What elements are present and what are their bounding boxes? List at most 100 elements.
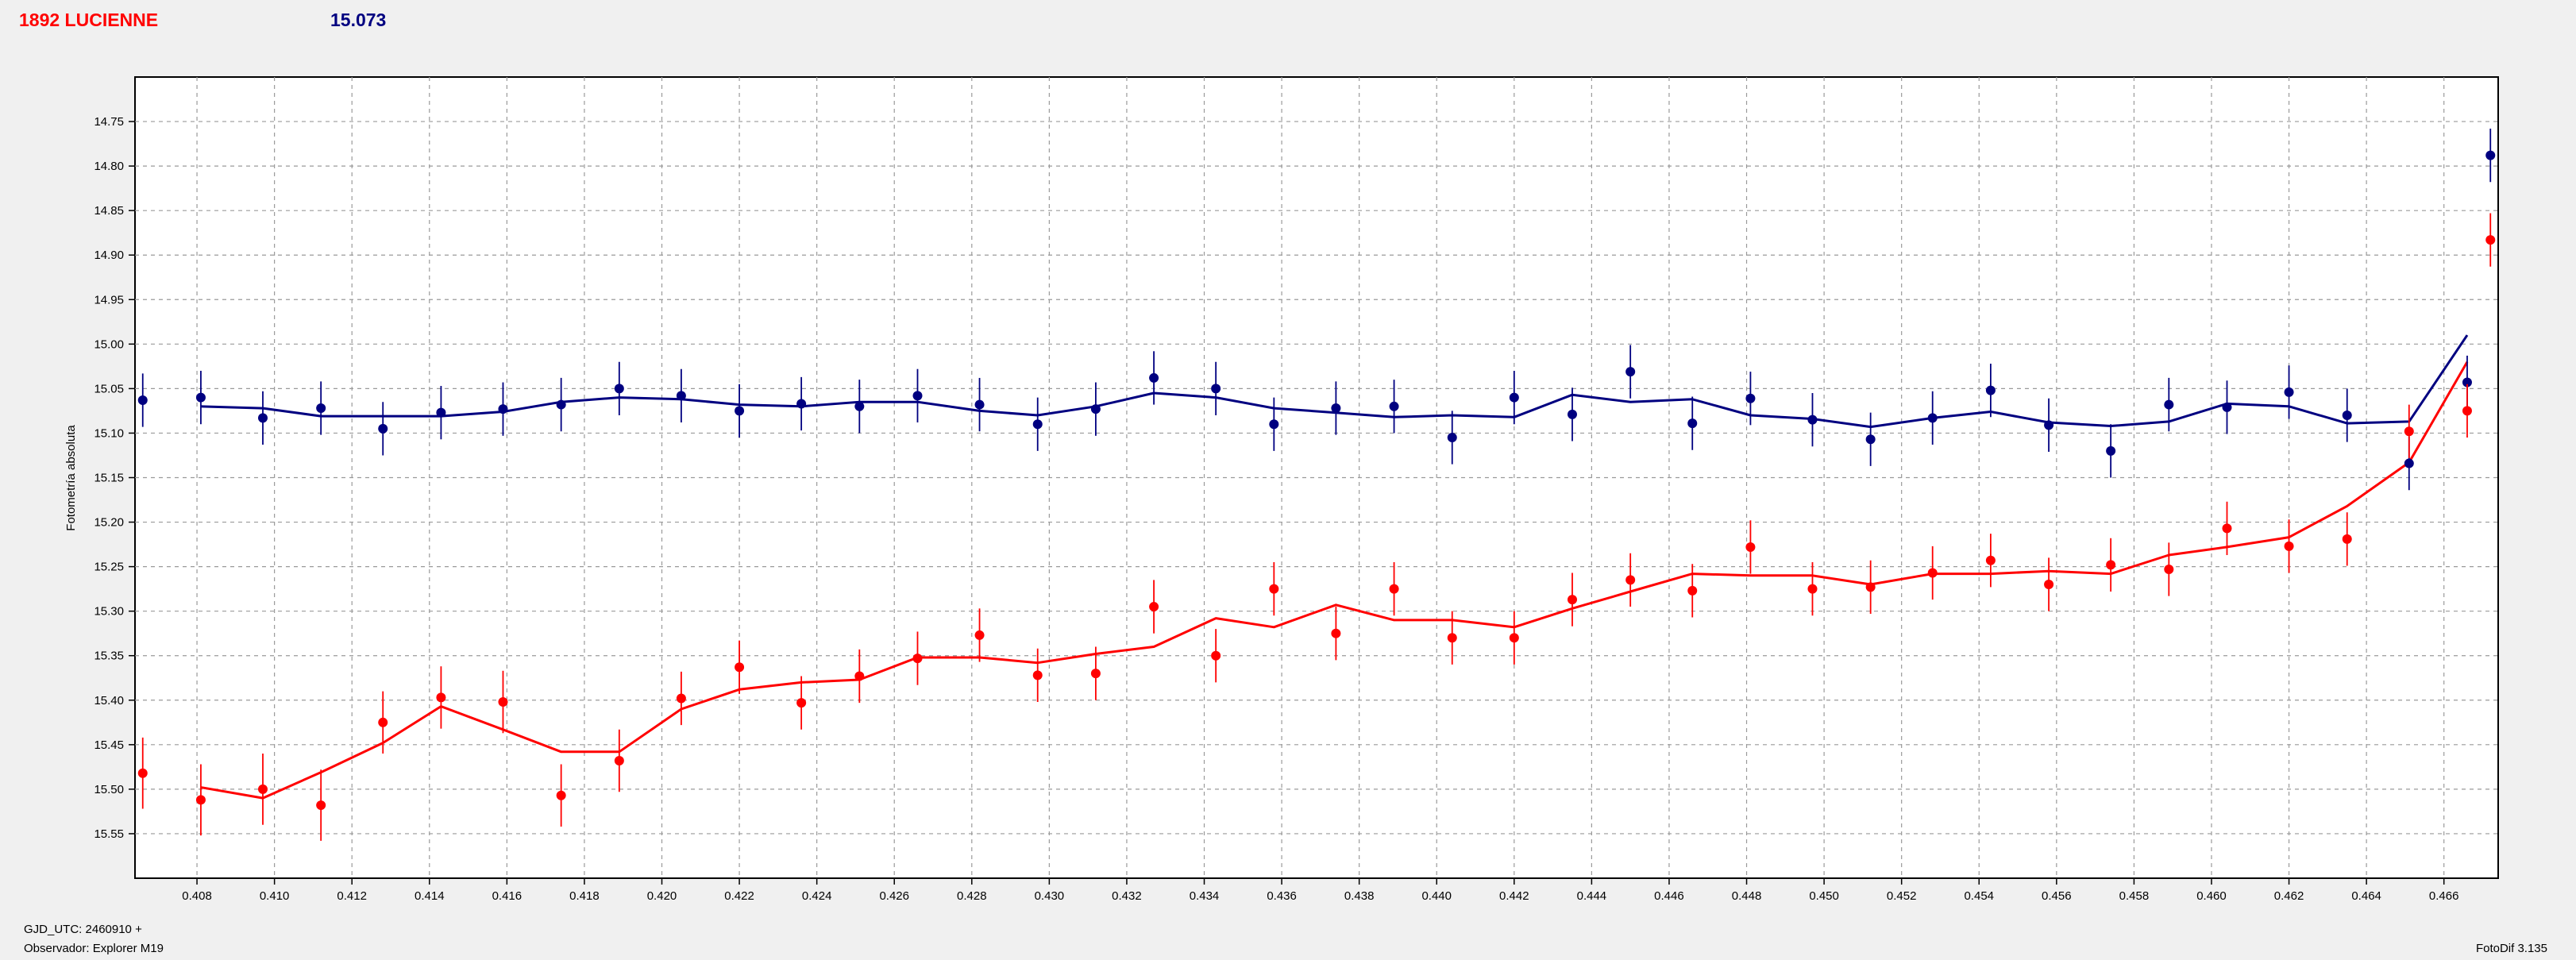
x-tick-label: 0.410 [260,889,290,903]
y-tick-label: 14.80 [94,160,124,173]
x-tick-label: 0.414 [415,889,445,903]
x-tick-label: 0.434 [1190,889,1220,903]
x-tick-label: 0.458 [2119,889,2150,903]
x-tick-label: 0.418 [569,889,600,903]
y-tick-label: 15.05 [94,382,124,395]
data-point-red [1331,628,1341,638]
data-point-red [378,717,388,727]
data-point-red [912,653,923,664]
data-point-blue [796,399,807,409]
y-tick-label: 15.25 [94,561,124,574]
x-tick-label: 0.466 [2429,889,2459,903]
data-point-blue [1625,367,1636,377]
data-point-blue [1211,384,1221,394]
data-point-red [2106,560,2116,570]
y-tick-label: 14.95 [94,293,124,307]
data-point-red [1149,602,1159,612]
data-point-blue [2164,399,2174,410]
x-tick-label: 0.456 [2042,889,2072,903]
data-point-red [556,790,566,800]
data-point-blue [498,404,508,414]
y-tick-label: 15.45 [94,738,124,752]
x-tick-label: 0.446 [1654,889,1684,903]
data-point-blue [2462,377,2472,387]
data-point-red [1927,568,1938,578]
data-point-blue [1927,413,1938,423]
y-tick-label: 15.30 [94,605,124,619]
x-tick-label: 0.464 [2351,889,2381,903]
data-point-blue [974,399,985,410]
x-tick-label: 0.454 [1964,889,1994,903]
data-point-blue [2044,420,2054,430]
x-tick-label: 0.450 [1809,889,1839,903]
x-tick-label: 0.440 [1421,889,1452,903]
data-point-blue [257,413,268,423]
data-point-red [2342,534,2352,544]
x-tick-label: 0.424 [802,889,832,903]
x-axis-ticks: 0.408 0.410 0.412 0.414 0.416 0.418 0.420 0.422… [182,878,2458,903]
data-point-red [2222,523,2232,534]
y-tick-label: 14.75 [94,115,124,129]
data-point-red [1509,633,1519,643]
data-point-red [614,756,624,766]
data-point-blue [1149,372,1159,383]
data-point-red [257,784,268,794]
data-point-red [796,698,807,708]
y-tick-label: 15.55 [94,827,124,841]
data-point-red [1807,584,1818,594]
y-tick-label: 14.85 [94,204,124,218]
data-point-blue [1687,418,1698,429]
data-point-red [1985,555,1996,565]
gjd-label: GJD_UTC: 2460910 + [24,923,142,936]
data-point-red [1447,633,1457,643]
data-point-blue [137,395,148,405]
data-point-red [2485,235,2496,245]
x-tick-label: 0.428 [957,889,987,903]
data-point-blue [676,391,686,401]
x-tick-label: 0.442 [1499,889,1529,903]
data-point-blue [1745,393,1756,403]
reference-magnitude: 15.073 [330,10,387,30]
series-points [137,129,2496,841]
data-point-blue [378,423,388,434]
data-point-blue [912,391,923,401]
data-point-red [2044,580,2054,590]
x-tick-label: 0.432 [1112,889,1142,903]
data-point-blue [2404,458,2414,468]
x-tick-label: 0.462 [2274,889,2304,903]
x-tick-label: 0.430 [1035,889,1065,903]
software-version: FotoDif 3.135 [2475,942,2547,955]
data-point-blue [436,407,446,418]
data-point-red [1745,542,1756,552]
data-point-red [316,800,326,811]
data-point-red [2164,564,2174,574]
plot-area [134,76,2499,879]
data-point-red [1032,670,1043,680]
series-line-red [200,361,2469,800]
x-tick-label: 0.452 [1887,889,1917,903]
y-tick-label: 15.50 [94,783,124,796]
data-point-blue [316,403,326,414]
data-point-blue [735,406,745,416]
data-point-blue [2342,411,2352,421]
data-point-red [1090,669,1101,679]
data-point-blue [2485,150,2496,160]
data-point-blue [1865,434,1876,445]
data-point-blue [1985,385,1996,395]
x-tick-label: 0.438 [1344,889,1375,903]
y-tick-label: 15.00 [94,337,124,351]
data-point-red [854,671,865,681]
data-point-red [1211,650,1221,661]
data-point-blue [1032,419,1043,430]
data-point-blue [2222,402,2232,412]
data-point-red [2462,406,2472,416]
data-point-blue [1090,404,1101,414]
data-point-blue [1331,403,1341,414]
x-tick-label: 0.420 [647,889,677,903]
data-point-red [137,768,148,778]
data-point-blue [1269,419,1279,430]
y-tick-label: 15.20 [94,516,124,530]
data-point-red [735,662,745,673]
y-tick-label: 15.40 [94,694,124,707]
